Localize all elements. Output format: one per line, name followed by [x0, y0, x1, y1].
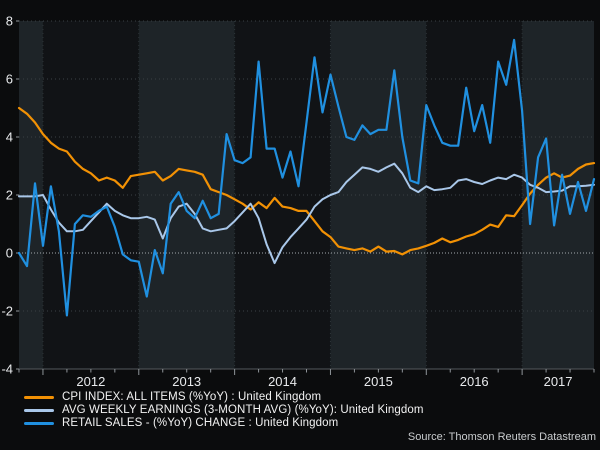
x-axis-label: 2013 [172, 374, 201, 389]
legend-label-retail: RETAIL SALES - (%YoY) CHANGE : United Ki… [62, 417, 339, 429]
legend-label-earnings: AVG WEEKLY EARNINGS (3-MONTH AVG) (%YoY)… [62, 404, 424, 416]
year-band [19, 21, 43, 369]
year-band [234, 21, 331, 369]
x-axis-label: 2017 [544, 374, 573, 389]
source-attribution: Source: Thomson Reuters Datastream [407, 431, 596, 443]
year-band [330, 21, 427, 369]
series-line-2 [17, 38, 596, 317]
x-axis-label: 2016 [460, 374, 489, 389]
legend-line-swatch-retail [24, 422, 54, 425]
y-axis-label: 0 [6, 246, 13, 261]
year-band [42, 21, 139, 369]
y-axis-label: 8 [6, 14, 13, 29]
legend-item-earnings: AVG WEEKLY EARNINGS (3-MONTH AVG) (%YoY)… [24, 404, 424, 416]
x-axis-label: 2015 [364, 374, 393, 389]
series-line-1 [18, 162, 595, 265]
y-axis-label: -4 [1, 362, 13, 377]
y-axis-label: 6 [6, 72, 13, 87]
y-axis-label: 2 [6, 188, 13, 203]
legend-item-retail: RETAIL SALES - (%YoY) CHANGE : United Ki… [24, 417, 424, 429]
year-band [138, 21, 235, 369]
chart-legend: CPI INDEX: ALL ITEMS (%YoY) : United Kin… [24, 391, 424, 429]
series-line-0 [17, 106, 596, 256]
x-axis-label: 2012 [76, 374, 105, 389]
y-axis-label: -2 [1, 304, 13, 319]
legend-item-cpi: CPI INDEX: ALL ITEMS (%YoY) : United Kin… [24, 391, 424, 403]
legend-line-swatch-earnings [24, 409, 54, 412]
legend-label-cpi: CPI INDEX: ALL ITEMS (%YoY) : United Kin… [62, 391, 322, 403]
legend-line-swatch-cpi [24, 396, 54, 399]
x-axis-label: 2014 [268, 374, 297, 389]
y-axis-label: 4 [6, 130, 13, 145]
